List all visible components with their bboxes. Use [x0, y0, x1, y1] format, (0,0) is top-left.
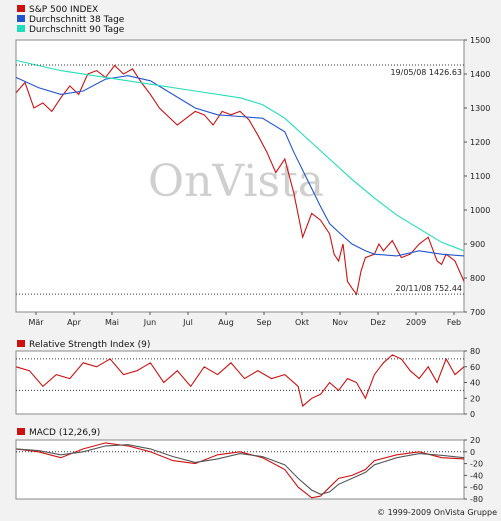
x-tick-label: Mai: [105, 318, 119, 327]
macd-panel-title-swatch: [17, 428, 25, 435]
y-tick-label: 1500: [470, 36, 490, 45]
y-tick-label: 20: [470, 394, 480, 403]
price-reference-lines: 19/05/08 1426.63 20/11/08 752.44: [16, 64, 464, 295]
series-line-durchschnitt-90-tage: [15, 59, 465, 252]
x-tick-label: Jun: [143, 318, 157, 327]
x-tick-label: Dez: [370, 318, 385, 327]
rsi-panel-title-swatch: [17, 340, 25, 347]
y-tick-label: 1100: [470, 172, 490, 181]
x-tick-label: Sep: [256, 318, 271, 327]
x-tick-label: Aug: [218, 318, 234, 327]
y-tick-label: 20: [470, 436, 480, 445]
series-line-signal: [15, 444, 465, 495]
x-tick-label: Nov: [332, 318, 348, 327]
y-tick-label: 800: [470, 274, 485, 283]
y-tick-label: 1400: [470, 70, 490, 79]
y-tick-label: 1000: [470, 206, 490, 215]
legend-label: Durchschnitt 38 Tage: [29, 15, 125, 25]
y-tick-label: 40: [470, 379, 480, 388]
series-line-s-p-500-index: [15, 64, 465, 296]
y-tick-label: 80: [470, 347, 480, 356]
y-tick-label: -40: [470, 471, 483, 480]
y-tick-label: 1300: [470, 104, 490, 113]
copyright: © 1999-2009 OnVista Gruppe: [377, 508, 497, 517]
x-tick-label: Apr: [67, 318, 82, 327]
x-tick-label: 2009: [406, 318, 426, 327]
legend-label: Durchschnitt 90 Tage: [29, 25, 125, 35]
y-tick-label: 0: [470, 410, 475, 419]
reference-label: 19/05/08 1426.63: [390, 68, 462, 77]
rsi-layer: 0 20 40 60 80: [15, 347, 480, 419]
x-tick-label: Feb: [447, 318, 461, 327]
reference-label: 20/11/08 752.44: [396, 284, 462, 293]
legend-swatch: [17, 25, 25, 32]
macd-layer: -80 -60 -40 -20 0 20: [15, 436, 483, 504]
y-tick-label: 900: [470, 240, 485, 249]
legend-swatch: [17, 5, 25, 12]
series-line-rsi: [15, 354, 465, 408]
y-tick-label: 60: [470, 363, 480, 372]
x-tick-label: Jul: [182, 318, 193, 327]
price-series: [15, 59, 465, 296]
y-tick-label: 0: [470, 448, 475, 457]
y-tick-label: -60: [470, 483, 483, 492]
legend-label: S&P 500 INDEX: [29, 5, 98, 15]
watermark: OnVista: [148, 156, 324, 207]
series-line-durchschnitt-38-tage: [15, 75, 465, 257]
y-tick-label: -80: [470, 495, 483, 504]
x-tick-label: Mär: [28, 318, 44, 327]
y-tick-label: 700: [470, 308, 485, 317]
y-tick-label: -20: [470, 460, 483, 469]
series-line-macd: [15, 442, 465, 499]
x-tick-label: Okt: [295, 318, 309, 327]
price-x-ticks: Mär Apr Mai Jun Jul Aug Sep Okt Nov Dez 2009 Feb: [28, 312, 461, 327]
macd-panel-title: MACD (12,26,9): [29, 428, 100, 438]
legend-swatch: [17, 15, 25, 22]
y-tick-label: 1200: [470, 138, 490, 147]
price-y-ticks: 700 800 900 1000 1100 1200 1300 1400 1500: [464, 36, 490, 317]
rsi-panel-bg: [15, 350, 465, 415]
rsi-panel-title: Relative Strength Index (9): [29, 340, 150, 350]
price-panel-bg: [15, 39, 465, 313]
